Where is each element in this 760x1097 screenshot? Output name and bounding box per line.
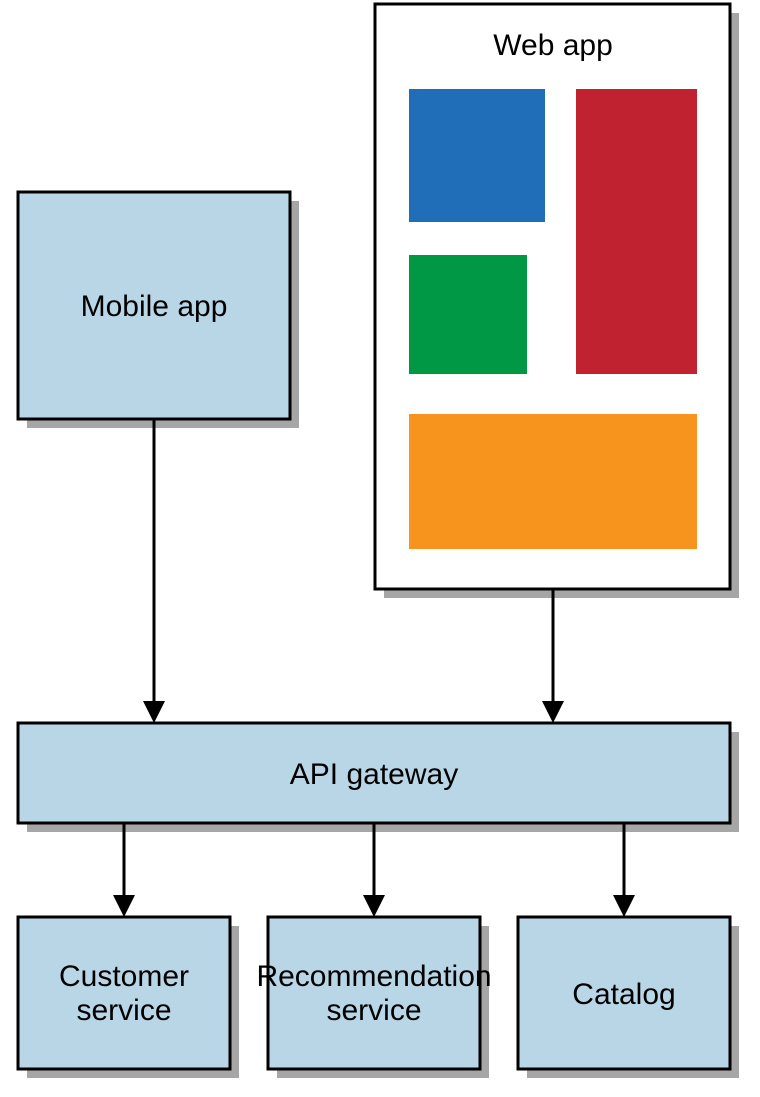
mobile-app-node: Mobile app	[18, 192, 290, 419]
edge-web-to-gateway	[542, 589, 564, 723]
api-gateway-node: API gateway	[18, 723, 730, 823]
edge-gateway-to-catalog	[613, 823, 635, 917]
recommendation-service-label-line1: Recommendation	[256, 960, 491, 993]
edge-gateway-to-recommendation	[363, 823, 385, 917]
recommendation-service-node: Recommendation service	[256, 917, 491, 1069]
web-app-block-orange	[409, 414, 697, 549]
mobile-app-label: Mobile app	[81, 290, 228, 323]
web-app-node: Web app	[375, 4, 730, 589]
web-app-block-red	[576, 89, 697, 374]
web-app-block-green	[409, 255, 527, 374]
architecture-diagram: Mobile app Web app API gateway Customer …	[0, 0, 760, 1097]
customer-service-label-line1: Customer	[59, 960, 189, 993]
edge-mobile-to-gateway	[143, 419, 165, 723]
customer-service-node: Customer service	[18, 917, 230, 1069]
web-app-label: Web app	[493, 29, 613, 62]
catalog-label: Catalog	[572, 978, 675, 1011]
recommendation-service-label-line2: service	[326, 994, 421, 1027]
web-app-block-blue	[409, 89, 545, 222]
customer-service-label-line2: service	[76, 994, 171, 1027]
api-gateway-label: API gateway	[290, 758, 458, 791]
catalog-node: Catalog	[518, 917, 730, 1069]
edge-gateway-to-customer	[113, 823, 135, 917]
